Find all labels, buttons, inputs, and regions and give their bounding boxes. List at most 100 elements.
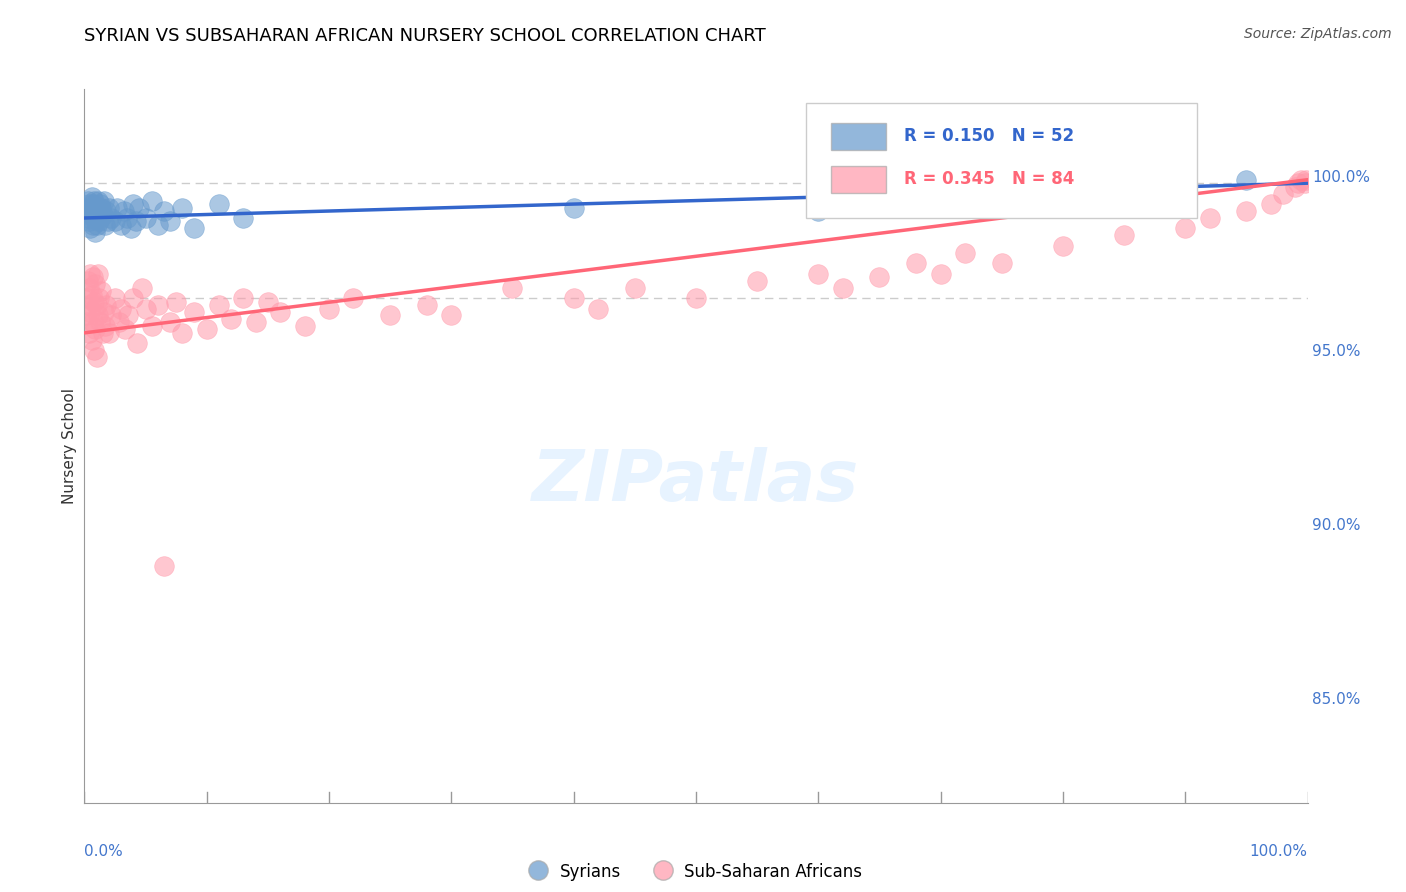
Point: [86, 350, 108, 364]
Point: [380, 309, 402, 323]
Point: [953, 245, 976, 260]
Point: [87, 291, 110, 305]
Point: [1294, 176, 1316, 190]
Point: [153, 204, 176, 219]
Point: [96, 204, 118, 219]
Point: [112, 204, 135, 219]
Point: [77, 211, 100, 225]
Point: [82, 197, 104, 211]
Point: [125, 336, 148, 351]
Point: [90, 284, 112, 298]
Point: [83, 294, 105, 309]
Point: [135, 211, 157, 225]
Point: [1286, 176, 1309, 190]
Point: [219, 312, 242, 326]
Point: [195, 322, 218, 336]
Text: SYRIAN VS SUBSAHARAN AFRICAN NURSERY SCHOOL CORRELATION CHART: SYRIAN VS SUBSAHARAN AFRICAN NURSERY SCH…: [84, 27, 766, 45]
Point: [807, 267, 830, 281]
Point: [440, 309, 463, 323]
Point: [79, 305, 101, 319]
Point: [83, 194, 105, 208]
Point: [929, 267, 952, 281]
Point: [77, 280, 100, 294]
Point: [146, 218, 169, 232]
Point: [87, 267, 110, 281]
Point: [86, 298, 108, 312]
Point: [90, 201, 112, 215]
Point: [1052, 239, 1074, 253]
Point: [747, 274, 769, 288]
Point: [318, 301, 340, 316]
Point: [122, 291, 145, 305]
Point: [1114, 176, 1136, 190]
Point: [141, 318, 163, 333]
Point: [131, 280, 153, 294]
Point: [807, 204, 830, 219]
Point: [77, 194, 100, 208]
Point: [1291, 172, 1313, 186]
Point: [831, 280, 853, 294]
Point: [294, 318, 316, 333]
Point: [153, 559, 176, 574]
Point: [91, 326, 114, 340]
Point: [83, 343, 105, 358]
Point: [1174, 179, 1197, 194]
Point: [685, 291, 707, 305]
Point: [114, 322, 136, 336]
Point: [110, 301, 132, 316]
Point: [105, 201, 128, 215]
Point: [183, 221, 205, 235]
Point: [89, 197, 111, 211]
Point: [79, 221, 101, 235]
Point: [1272, 186, 1295, 201]
Point: [128, 201, 150, 215]
Point: [1295, 172, 1317, 186]
Text: 100.0%: 100.0%: [1250, 845, 1308, 859]
Point: [94, 218, 117, 232]
Point: [86, 204, 108, 219]
Point: [93, 305, 115, 319]
Point: [77, 214, 100, 228]
Point: [75, 309, 97, 323]
Point: [80, 333, 103, 347]
Point: [135, 301, 157, 316]
Point: [342, 291, 364, 305]
Point: [122, 197, 145, 211]
Point: [77, 197, 100, 211]
Point: [82, 270, 104, 285]
Point: [208, 298, 231, 312]
Point: [79, 201, 101, 215]
Point: [104, 214, 127, 228]
Point: [165, 294, 187, 309]
Point: [89, 315, 111, 329]
Point: [87, 309, 110, 323]
Point: [84, 201, 107, 215]
Point: [1198, 211, 1220, 225]
Point: [117, 309, 139, 323]
Point: [232, 291, 254, 305]
Text: ZIPatlas: ZIPatlas: [533, 447, 859, 516]
Point: [245, 315, 267, 329]
Point: [93, 194, 115, 208]
Point: [115, 211, 138, 225]
Legend: Syrians, Sub-Saharan Africans: Syrians, Sub-Saharan Africans: [523, 856, 869, 888]
Point: [97, 214, 120, 228]
Point: [416, 298, 439, 312]
Point: [79, 267, 101, 281]
Point: [110, 218, 132, 232]
Point: [586, 301, 609, 316]
Point: [77, 326, 100, 340]
Point: [80, 190, 103, 204]
Point: [84, 225, 107, 239]
Point: [1236, 204, 1258, 219]
Point: [624, 280, 647, 294]
Point: [97, 201, 120, 215]
Point: [172, 201, 194, 215]
Point: [76, 315, 98, 329]
Point: [146, 298, 169, 312]
Point: [104, 291, 127, 305]
Point: [502, 280, 524, 294]
Point: [96, 298, 118, 312]
Point: [1260, 197, 1282, 211]
Point: [82, 218, 104, 232]
